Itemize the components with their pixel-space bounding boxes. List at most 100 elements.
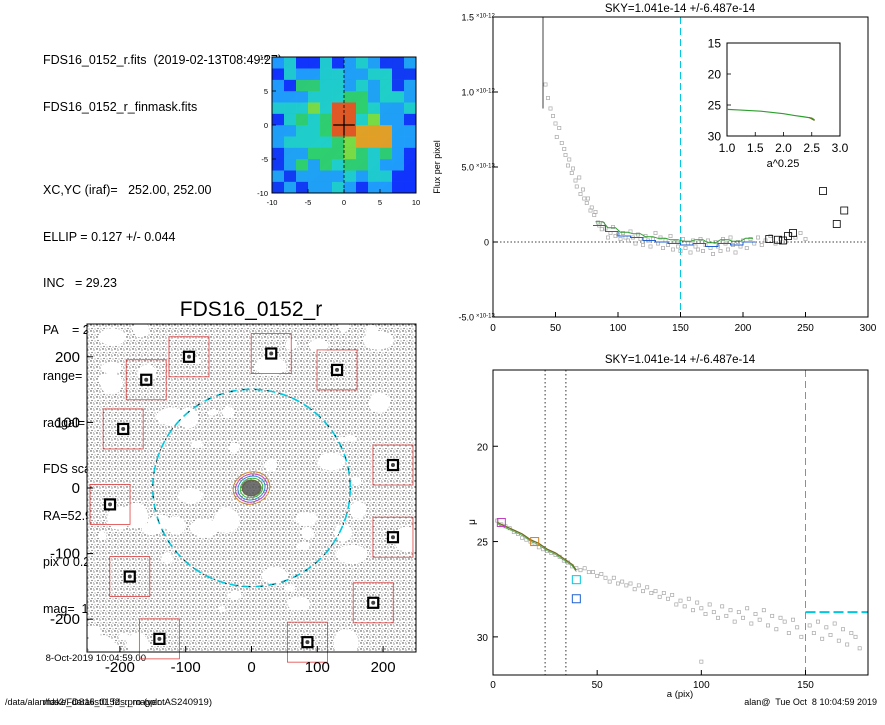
flux-point xyxy=(683,246,688,250)
galaxy-overlays xyxy=(89,333,414,663)
sb-point xyxy=(741,615,745,620)
inset-profile-tail xyxy=(808,116,815,122)
heatmap-cell xyxy=(344,170,357,182)
flux-x-tick-label: 0 xyxy=(490,323,496,334)
heatmap-cell xyxy=(356,181,369,194)
flux-point xyxy=(658,235,663,240)
flux-y-tick-exponent: ×10-12 xyxy=(476,14,496,20)
outer-square-marker xyxy=(789,229,797,237)
inset-x-tick-label: 1.0 xyxy=(719,141,736,155)
sb-point xyxy=(761,608,766,613)
flux-y-tick-label: -5.0 xyxy=(458,313,474,323)
sb-point xyxy=(582,566,587,571)
flux-x-tick-label: 50 xyxy=(550,323,562,334)
heatmap-cell xyxy=(308,113,321,126)
sb-point xyxy=(670,592,675,597)
heatmap-cell xyxy=(284,57,297,69)
sb-point xyxy=(857,646,862,651)
heatmap-cell xyxy=(284,147,297,160)
sb-point xyxy=(845,642,850,647)
sb-point xyxy=(745,606,750,611)
flux-point xyxy=(711,252,715,256)
heatmap-cell xyxy=(296,91,309,103)
heatmap-cell xyxy=(404,68,417,80)
star-mask-blob xyxy=(98,328,127,346)
flux-point xyxy=(733,250,738,255)
sb-point xyxy=(811,631,816,636)
heatmap-cell xyxy=(392,147,405,160)
heatmap-cell xyxy=(332,159,345,171)
binned-profile-green xyxy=(595,221,753,244)
sb-point xyxy=(536,545,541,550)
heatmap-cell xyxy=(356,57,369,69)
flux-point xyxy=(648,244,653,249)
source-core xyxy=(121,426,126,431)
flux-point xyxy=(748,237,753,241)
heatmap-cell xyxy=(296,147,309,160)
heatmap-cell xyxy=(404,57,417,69)
flux-point xyxy=(653,231,658,235)
heatmap-cell xyxy=(344,136,357,148)
sb-point xyxy=(774,627,779,632)
image-x-tick-label: 100 xyxy=(305,659,330,676)
heatmap-cell xyxy=(404,125,417,137)
heatmap-cell xyxy=(392,102,405,114)
star-masks xyxy=(87,324,416,652)
mask-box xyxy=(372,516,414,558)
flux-point xyxy=(706,238,710,243)
inset-frame xyxy=(726,42,841,137)
sb-x-axis-label: a (pix) xyxy=(667,689,693,700)
galaxy-image-axes: -200 -100 0 100 200 200 100 0 -100 -200 xyxy=(50,349,396,676)
star-mask-blob xyxy=(132,324,149,338)
sb-point xyxy=(824,625,829,630)
sb-point xyxy=(807,623,812,628)
source-core xyxy=(127,574,132,579)
heatmap-cell xyxy=(320,57,333,69)
heatmap-cell xyxy=(380,91,393,103)
flux-point xyxy=(548,106,553,111)
source-core xyxy=(144,377,149,382)
star-mask-blob xyxy=(345,435,357,442)
star-mask-blob xyxy=(369,392,390,413)
flux-y-tick-exponent: ×10-12 xyxy=(476,89,496,95)
heatmap-cell xyxy=(272,57,285,69)
isophote-ellipse xyxy=(232,471,271,505)
sb-point xyxy=(799,634,804,639)
heatmap-cell xyxy=(332,136,345,148)
flux-profile-panel: SKY=1.041e-14 +/-6.487e-14 Flux per pixe… xyxy=(432,3,877,334)
heatmap-x-tick-label: -5 xyxy=(305,198,312,207)
sb-point xyxy=(728,608,733,613)
heatmap-cell xyxy=(404,91,417,103)
heatmap-cell xyxy=(332,91,345,103)
star-mask-blob xyxy=(97,374,114,385)
sb-point xyxy=(816,619,820,624)
flux-point xyxy=(641,243,645,247)
star-mask-blob xyxy=(191,440,204,448)
param-xc-yc: XC,YC (iraf)= 252.00, 252.00 xyxy=(43,183,212,197)
heatmap-cell xyxy=(356,102,369,114)
galaxy-image-panel: FDS16_0152_r -200 -100 0 100 2002001000-100-… xyxy=(50,298,417,676)
flux-point xyxy=(557,126,562,130)
heatmap-cell xyxy=(332,79,345,92)
heatmap-cell xyxy=(332,113,345,126)
heatmap-cell xyxy=(296,113,309,126)
flux-point xyxy=(681,237,685,241)
mask-box xyxy=(287,621,328,663)
sb-point xyxy=(520,535,525,540)
outer-square-marker xyxy=(774,235,782,244)
inset-profile-line xyxy=(726,108,815,121)
flux-x-tick-label: 200 xyxy=(735,323,752,334)
sb-point xyxy=(828,633,833,637)
heatmap-cell xyxy=(404,159,417,171)
mask-box xyxy=(372,444,414,486)
image-x-tick-label: -200 xyxy=(105,659,135,676)
heatmap-cell xyxy=(272,79,285,92)
flux-point xyxy=(636,232,640,237)
heatmap-cell xyxy=(296,79,309,92)
heatmap-cell xyxy=(344,79,357,92)
sb-point xyxy=(591,570,595,575)
heatmap-cell xyxy=(332,125,345,137)
sb-profile-line-green xyxy=(497,523,577,572)
heatmap-x-tick-label: 10 xyxy=(412,198,420,207)
heatmap-cell xyxy=(392,170,405,182)
